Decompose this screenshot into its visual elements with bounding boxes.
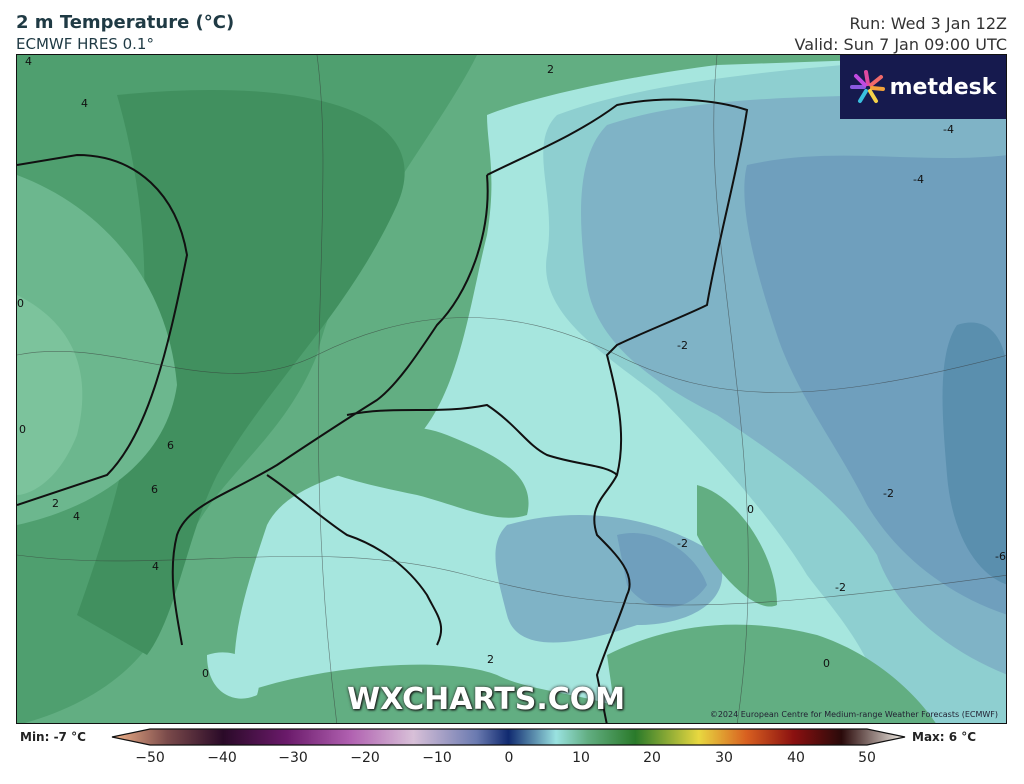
contour-label: 0 xyxy=(823,657,830,670)
contour-label: -2 xyxy=(835,581,846,594)
colorbar xyxy=(111,728,906,746)
contour-label: 6 xyxy=(167,439,174,452)
contour-label: 2 xyxy=(547,63,554,76)
colorbar-tick: 50 xyxy=(858,750,876,766)
contour-label: 0 xyxy=(19,423,26,436)
contour-label: 2 xyxy=(487,653,494,666)
watermark: WXCHARTS.COM xyxy=(347,682,626,717)
colorbar-tick: 40 xyxy=(787,750,805,766)
contour-label: 4 xyxy=(25,55,32,68)
contour-label: 0 xyxy=(202,667,209,680)
logo-text: metdesk xyxy=(889,74,997,100)
contour-label: 0 xyxy=(747,503,754,516)
map-title: 2 m Temperature (°C) xyxy=(16,12,235,33)
contour-label: 4 xyxy=(81,97,88,110)
colorbar-tick: 20 xyxy=(643,750,661,766)
run-time: Run: Wed 3 Jan 12Z xyxy=(849,14,1007,33)
temperature-map[interactable]: 4 4 2 0 0 2 4 6 6 4 0 2 -4 -4 -2 -2 0 -2… xyxy=(16,54,1007,724)
contour-label: -6 xyxy=(995,550,1006,563)
min-value: Min: -7 °C xyxy=(20,730,86,744)
metdesk-logo: metdesk xyxy=(840,55,1006,119)
model-name: ECMWF HRES 0.1° xyxy=(16,35,154,53)
contour-label: -2 xyxy=(677,537,688,550)
contour-label: 0 xyxy=(17,297,24,310)
contour-label: -4 xyxy=(943,123,954,136)
map-fill xyxy=(17,55,1006,723)
logo-burst-icon xyxy=(849,70,885,103)
colorbar-tick: −20 xyxy=(350,750,380,766)
contour-label: 6 xyxy=(151,483,158,496)
colorbar-tick: −40 xyxy=(207,750,237,766)
colorbar-tick: 30 xyxy=(715,750,733,766)
contour-label: -2 xyxy=(677,339,688,352)
contour-label: 2 xyxy=(52,497,59,510)
contour-label: -2 xyxy=(883,487,894,500)
contour-label: 4 xyxy=(73,510,80,523)
colorbar-tick: 0 xyxy=(504,750,514,766)
max-value: Max: 6 °C xyxy=(912,730,977,744)
contour-label: 4 xyxy=(152,560,159,573)
colorbar-tick: −30 xyxy=(278,750,308,766)
colorbar-tick: 10 xyxy=(572,750,590,766)
colorbar-tick: −50 xyxy=(135,750,165,766)
contour-label: -4 xyxy=(913,173,924,186)
colorbar-tick: −10 xyxy=(422,750,452,766)
copyright: ©2024 European Centre for Medium-range W… xyxy=(709,710,998,719)
valid-time: Valid: Sun 7 Jan 09:00 UTC xyxy=(794,35,1007,54)
